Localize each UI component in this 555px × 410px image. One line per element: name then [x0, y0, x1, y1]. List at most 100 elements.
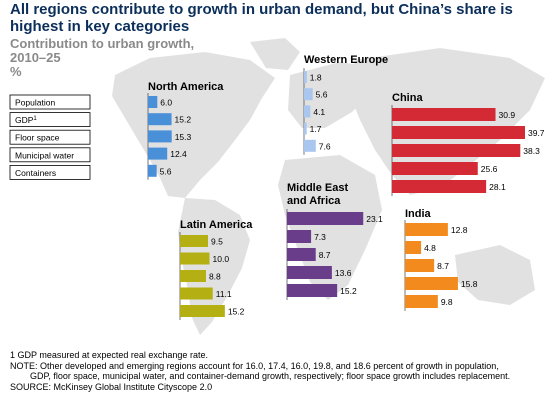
legend-box-floor-space: [9, 129, 91, 145]
region-label-latin-america: Latin America: [180, 219, 253, 231]
bar-middle-east-and-africa-floor-space: [287, 248, 316, 261]
region-label-western-europe: Western Europe: [304, 54, 388, 66]
region-north-america: North America 6.015.2 15.3 12.4 5.6: [147, 81, 224, 180]
bar-north-america-municipal-water: [148, 147, 168, 160]
legend: Population GDP1 Floor space Municipal water…: [9, 94, 91, 180]
value-label-north-america-municipal-water: 12.4: [170, 149, 187, 159]
bar-western-europe-municipal-water: [304, 122, 307, 135]
value-label-india-gdp: 4.8: [424, 243, 436, 253]
footnote-note-line1: NOTE: Other developed and emerging regio…: [10, 360, 499, 371]
bar-middle-east-and-africa-population: [287, 212, 364, 225]
region-label-china: China: [392, 92, 423, 104]
map-asia: [350, 48, 545, 195]
value-label-north-america-floor-space: 15.3: [175, 132, 192, 142]
value-label-india-population: 12.8: [451, 225, 468, 235]
value-label-china-containers: 28.1: [489, 182, 506, 192]
value-label-western-europe-containers: 7.6: [319, 141, 331, 151]
map-greenland: [250, 38, 300, 70]
value-label-western-europe-municipal-water: 1.7: [310, 124, 322, 134]
value-label-india-floor-space: 8.7: [437, 261, 449, 271]
value-label-middle-east-and-africa-gdp: 7.3: [314, 232, 326, 242]
map-africa: [278, 155, 382, 300]
bar-western-europe-population: [304, 71, 307, 83]
map-south-america: [178, 198, 250, 335]
value-label-latin-america-population: 9.5: [211, 237, 223, 247]
bar-india-municipal-water: [405, 277, 458, 290]
bar-india-population: [405, 223, 448, 236]
bar-middle-east-and-africa-gdp: [287, 230, 312, 243]
value-label-middle-east-and-africa-population: 23.1: [366, 214, 383, 224]
bar-western-europe-gdp: [304, 88, 313, 101]
bar-latin-america-municipal-water: [180, 287, 213, 300]
bar-china-municipal-water: [392, 162, 478, 175]
region-western-europe: Western Europe 1.8 5.6 4.1 1.7 7.6: [303, 54, 388, 155]
bar-north-america-floor-space: [148, 130, 172, 143]
footnotes: 1 GDP measured at expected real exchange…: [10, 350, 550, 392]
region-latin-america: Latin America 9.5 10.0 8.8 11.1 15.2: [179, 219, 253, 320]
value-label-china-floor-space: 38.3: [523, 146, 540, 156]
world-map-background: [112, 38, 545, 335]
region-label-middle-east-and-africa-line1: Middle East: [287, 182, 348, 194]
source-note: SOURCE: McKinsey Global Institute Citysc…: [10, 381, 213, 392]
legend-label-municipal-water: Municipal water: [15, 150, 74, 160]
bar-china-gdp: [392, 126, 525, 139]
region-label-north-america: North America: [148, 81, 224, 93]
bar-latin-america-floor-space: [180, 270, 206, 282]
bar-north-america-containers: [148, 164, 157, 177]
chart-title: All regions contribute to growth in urba…: [10, 1, 513, 35]
bar-india-floor-space: [405, 259, 435, 272]
value-label-north-america-population: 6.0: [160, 98, 172, 108]
legend-label-floor-space: Floor space: [15, 133, 60, 143]
region-india: India 12.8 4.88.7 15.8 9.8: [404, 208, 478, 311]
value-label-western-europe-gdp: 5.6: [316, 90, 328, 100]
bar-north-america-population: [148, 96, 158, 108]
legend-box-gdp: [9, 112, 91, 127]
value-label-china-municipal-water: 25.6: [481, 164, 498, 174]
region-china: China 30.9 39.7 38.3 25.6 28.1: [391, 92, 545, 196]
value-label-china-gdp: 39.7: [528, 128, 545, 138]
bar-western-europe-containers: [304, 139, 316, 152]
region-label-india: India: [405, 208, 432, 220]
bar-india-containers: [405, 295, 438, 308]
region-label-middle-east-and-africa-line2: and Africa: [287, 195, 341, 207]
unit-label: %: [10, 64, 22, 79]
bar-latin-america-containers: [180, 305, 225, 317]
value-label-middle-east-and-africa-municipal-water: 13.6: [335, 268, 352, 278]
legend-box-municipal-water: [9, 147, 91, 163]
bar-latin-america-gdp: [180, 252, 210, 265]
legend-box-population: [9, 94, 91, 110]
value-label-latin-america-containers: 15.2: [228, 307, 245, 317]
bar-china-floor-space: [392, 144, 521, 157]
bar-middle-east-and-africa-municipal-water: [287, 266, 332, 279]
value-label-middle-east-and-africa-containers: 15.2: [340, 286, 357, 296]
value-label-western-europe-population: 1.8: [310, 73, 322, 83]
value-label-india-municipal-water: 15.8: [461, 279, 478, 289]
legend-label-population: Population: [15, 98, 55, 108]
chart-subtitle: Contribution to urban growth, 2010–25 %: [10, 37, 194, 79]
legend-box-containers: [9, 164, 91, 180]
subtitle-line1: Contribution to urban growth,: [10, 36, 195, 51]
subtitle-line2: 2010–25: [10, 50, 61, 65]
map-north-america: [112, 52, 275, 198]
value-label-latin-america-municipal-water: 11.1: [216, 289, 232, 299]
bar-north-america-gdp: [148, 113, 172, 126]
map-australia: [455, 245, 535, 305]
legend-label-containers: Containers: [15, 168, 56, 178]
legend-gdp-sup: 1: [33, 116, 37, 122]
legend-label-gdp: GDP1: [15, 115, 37, 125]
footnote-note-line2: GDP, floor space, municipal water, and c…: [30, 371, 511, 381]
value-label-western-europe-floor-space: 4.1: [313, 107, 325, 117]
bar-latin-america-population: [180, 235, 209, 247]
bar-western-europe-floor-space: [304, 105, 311, 118]
bar-middle-east-and-africa-containers: [287, 284, 338, 297]
value-label-china-population: 30.9: [499, 110, 516, 120]
bar-china-population: [392, 108, 496, 121]
footnote-gdp: 1 GDP measured at expected real exchange…: [10, 350, 208, 360]
value-label-latin-america-floor-space: 8.8: [209, 272, 221, 282]
value-label-north-america-gdp: 15.2: [175, 115, 192, 125]
value-label-north-america-containers: 5.6: [160, 166, 172, 176]
bar-china-containers: [392, 180, 487, 193]
